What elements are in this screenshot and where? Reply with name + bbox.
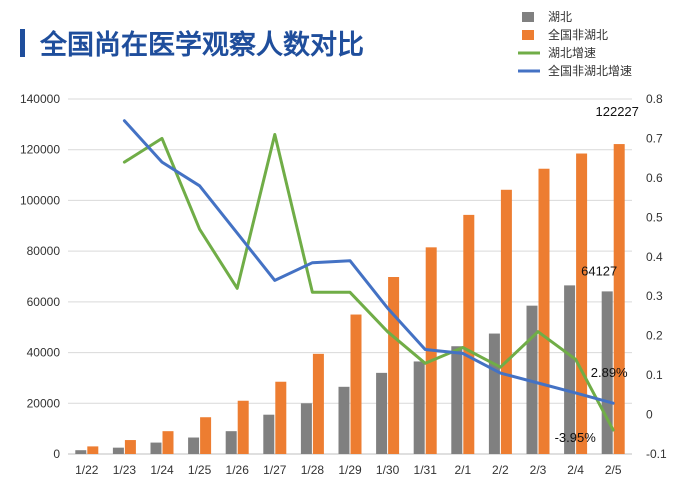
x-tick-label: 1/25 — [188, 463, 212, 477]
x-tick-label: 1/27 — [263, 463, 287, 477]
bar-hubei — [338, 386, 350, 454]
bar-hubei — [488, 333, 500, 454]
data-label: 2.89% — [591, 365, 628, 380]
legend-swatch — [522, 30, 534, 40]
bar-hubei — [601, 291, 613, 454]
bar-nonhubei — [237, 400, 249, 454]
right-tick-label: 0.2 — [646, 329, 663, 343]
bar-hubei — [225, 431, 237, 454]
bar-hubei — [526, 305, 538, 454]
x-tick-label: 2/2 — [492, 463, 509, 477]
bar-hubei — [263, 414, 275, 454]
bar-nonhubei — [312, 353, 324, 454]
legend-label: 全国非湖北增速 — [548, 63, 632, 78]
x-tick-label: 1/26 — [226, 463, 250, 477]
line-hubei-growth — [122, 133, 615, 432]
x-tick-label: 1/22 — [75, 463, 99, 477]
line-series-group — [122, 119, 615, 432]
bar-hubei — [188, 437, 200, 454]
title-accent-bar — [20, 29, 25, 57]
legend-label: 湖北 — [548, 9, 572, 24]
right-tick-label: 0.1 — [646, 368, 663, 382]
bar-hubei — [376, 372, 388, 454]
bar-nonhubei — [538, 168, 550, 454]
bar-hubei — [413, 361, 425, 454]
right-tick-label: 0.5 — [646, 210, 663, 224]
bar-hubei — [564, 285, 576, 454]
right-tick-label: 0.3 — [646, 289, 663, 303]
legend-label: 湖北增速 — [548, 45, 596, 60]
left-tick-label: 40000 — [27, 346, 61, 360]
left-tick-label: 80000 — [27, 244, 61, 258]
bar-nonhubei — [275, 381, 287, 454]
bar-nonhubei — [500, 189, 512, 454]
left-tick-label: 60000 — [27, 295, 61, 309]
left-tick-label: 120000 — [20, 143, 60, 157]
chart-title: 全国尚在医学观察人数对比 — [39, 29, 364, 61]
right-tick-label: 0 — [646, 408, 653, 422]
x-tick-label: 1/31 — [414, 463, 438, 477]
right-tick-label: 0.7 — [646, 131, 663, 145]
right-tick-label: 0.6 — [646, 171, 663, 185]
bar-hubei — [150, 442, 162, 454]
bar-hubei — [451, 346, 463, 454]
data-label: -3.95% — [555, 430, 597, 445]
right-tick-label: 0.4 — [646, 250, 663, 264]
bar-nonhubei — [87, 446, 99, 454]
bar-nonhubei — [124, 440, 136, 454]
x-tick-label: 1/24 — [150, 463, 174, 477]
left-axis: 0 20000 40000 60000 80000 100000 120000 140000 — [20, 92, 60, 461]
right-axis: -0.1 0 0.1 0.2 0.3 0.4 0.5 0.6 0.7 0.8 — [646, 92, 667, 461]
bar-nonhubei — [162, 431, 174, 454]
left-tick-label: 140000 — [20, 92, 60, 106]
right-tick-label: -0.1 — [646, 447, 667, 461]
x-axis: 1/22 1/23 1/24 1/25 1/26 1/27 1/28 1/29 1/30 1/31… — [68, 453, 632, 477]
bar-nonhubei — [200, 417, 212, 454]
x-tick-label: 2/4 — [567, 463, 584, 477]
x-tick-label: 2/1 — [454, 463, 471, 477]
x-tick-label: 2/3 — [530, 463, 547, 477]
bar-series-group — [75, 144, 625, 454]
bar-hubei — [300, 403, 312, 454]
bar-nonhubei — [388, 277, 400, 454]
left-tick-label: 0 — [53, 447, 60, 461]
bar-nonhubei — [576, 153, 588, 454]
x-tick-label: 1/23 — [113, 463, 137, 477]
legend-swatch — [522, 12, 534, 22]
x-tick-label: 1/30 — [376, 463, 400, 477]
right-tick-label: 0.8 — [646, 92, 663, 106]
left-tick-label: 20000 — [27, 396, 61, 410]
bar-hubei — [75, 450, 87, 454]
data-label: 122227 — [596, 104, 639, 119]
x-tick-label: 1/29 — [338, 463, 362, 477]
bar-nonhubei — [463, 214, 475, 454]
data-label: 64127 — [581, 263, 617, 278]
left-tick-label: 100000 — [20, 193, 60, 207]
bar-nonhubei — [350, 314, 362, 454]
bar-nonhubei — [613, 144, 625, 454]
data-labels: 122227 64127 2.89% -3.95% — [555, 104, 639, 445]
bar-hubei — [112, 447, 124, 454]
line-nonhubei-growth — [122, 119, 615, 405]
legend-label: 全国非湖北 — [548, 27, 608, 42]
gridlines — [68, 98, 632, 455]
x-tick-label: 1/28 — [301, 463, 325, 477]
x-tick-label: 2/5 — [605, 463, 622, 477]
